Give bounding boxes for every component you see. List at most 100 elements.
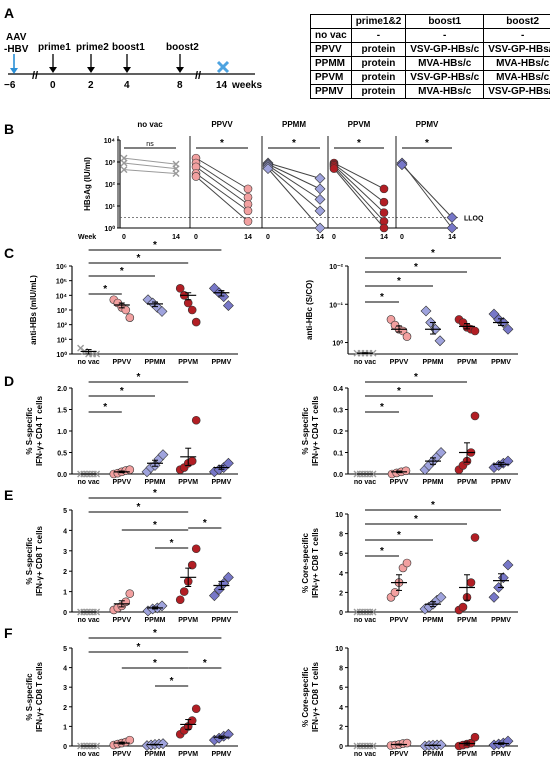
data-point bbox=[329, 164, 339, 173]
y-tick-label: 2 bbox=[63, 569, 67, 576]
panel-letter-f: F bbox=[4, 625, 13, 641]
table-cell: VSV-GP-HBs/c bbox=[483, 84, 550, 99]
x-tick-label: no vac bbox=[354, 359, 376, 366]
y-tick-label: 10⁻¹ bbox=[329, 302, 343, 309]
aav-label-1: AAV bbox=[6, 32, 27, 43]
data-point bbox=[314, 183, 326, 195]
data-point bbox=[402, 332, 412, 341]
x-tick-label: PPVM bbox=[457, 617, 477, 624]
significance-star: * bbox=[170, 676, 174, 687]
data-point bbox=[435, 447, 447, 458]
data-point bbox=[187, 716, 197, 725]
data-point bbox=[179, 587, 189, 596]
data-point bbox=[314, 193, 326, 205]
data-point bbox=[470, 326, 480, 336]
y-tick-label: 10³ bbox=[105, 160, 116, 167]
timepoint-boost2: boost2 8 bbox=[166, 42, 199, 91]
significance-star: * bbox=[153, 488, 157, 499]
x-tick-label: 14 bbox=[172, 234, 180, 241]
significance-star: * bbox=[153, 240, 157, 251]
x-tick-label: PPMV bbox=[491, 751, 511, 758]
data-point bbox=[187, 456, 197, 466]
significance-star: * bbox=[153, 520, 157, 531]
pair-line bbox=[123, 169, 177, 175]
x-tick-label: no vac bbox=[78, 359, 100, 366]
data-point bbox=[208, 590, 220, 602]
table-cell: PPVM bbox=[310, 70, 352, 85]
y-tick-label: 1.0 bbox=[57, 429, 67, 436]
x-tick-label: no vac bbox=[78, 479, 100, 486]
y-tick-label: 3 bbox=[63, 549, 67, 556]
y-tick-label: 1 bbox=[63, 590, 67, 597]
significance-star: * bbox=[380, 402, 384, 413]
x-tick-label: PPMM bbox=[423, 359, 444, 366]
y-tick-label: 0.0 bbox=[57, 472, 67, 479]
y-axis-label: % S-specificIFN-γ+ CD8 T cells bbox=[25, 661, 44, 732]
significance-star: * bbox=[414, 372, 418, 383]
pair-line bbox=[333, 168, 385, 229]
x-tick-label: 0 bbox=[332, 234, 336, 241]
table-cell: protein bbox=[350, 84, 407, 99]
y-tick-label: 6 bbox=[339, 551, 343, 558]
y-tick-label: 10⁴ bbox=[104, 138, 116, 145]
data-point bbox=[502, 455, 514, 467]
x-tick-label: PPMV bbox=[211, 479, 231, 486]
y-tick-label: 10² bbox=[105, 182, 116, 189]
x-tick-label: PPMV bbox=[211, 359, 231, 366]
data-point bbox=[458, 602, 468, 612]
data-point bbox=[314, 172, 326, 184]
significance-star: * bbox=[414, 262, 418, 273]
panel-c-anti-hbs: 10⁰ 10¹ 10² 10³ 10⁴ 10⁵ 10⁶ anti-HBs (mIU/mL) no… bbox=[29, 240, 238, 366]
significance-star: * bbox=[136, 253, 140, 264]
data-point bbox=[314, 205, 326, 217]
table-cell: no vac bbox=[310, 28, 352, 43]
y-axis-label: % S-specificIFN-γ+ CD4 T cells bbox=[301, 395, 320, 466]
data-point bbox=[187, 560, 197, 570]
x-tick-label: PPMM bbox=[145, 751, 166, 758]
y-tick-label: 4 bbox=[63, 666, 67, 673]
x-tick-label: PPVV bbox=[390, 359, 409, 366]
data-point bbox=[488, 591, 500, 603]
significance-star: * bbox=[397, 276, 401, 287]
boost2-label: boost2 bbox=[166, 42, 199, 53]
x-tick-label: PPMM bbox=[145, 359, 166, 366]
significance-star: * bbox=[203, 658, 207, 669]
x-tick-label: no vac bbox=[354, 751, 376, 758]
x-tick-label: PPVM bbox=[178, 479, 198, 486]
pair-line bbox=[267, 168, 321, 229]
group-title: PPMV bbox=[416, 120, 439, 129]
prime2-week: 2 bbox=[88, 80, 94, 91]
y-tick-label: 10⁰ bbox=[56, 351, 67, 359]
y-tick-label: 0 bbox=[63, 744, 67, 751]
y-tick-label: 2 bbox=[339, 590, 343, 597]
significance-star: * bbox=[397, 530, 401, 541]
x-tick-label: PPVV bbox=[390, 479, 409, 486]
x-tick-label: 14 bbox=[244, 234, 252, 241]
data-point bbox=[125, 735, 135, 745]
x-tick-label: PPMM bbox=[423, 751, 444, 758]
y-tick-label: 10 bbox=[335, 646, 343, 653]
group-title: PPVM bbox=[348, 120, 371, 129]
x-tick-label: no vac bbox=[78, 751, 100, 758]
timepoint-prime1: prime1 0 bbox=[38, 42, 71, 91]
pair-line bbox=[267, 162, 321, 179]
y-axis-label: % S-specificIFN-γ+ CD4 T cells bbox=[25, 395, 44, 466]
y-tick-label: 1 bbox=[63, 724, 67, 731]
panel-d-s-cd4: 0.0 0.5 1.0 1.5 2.0 % S-specificIFN-γ+ CD4 T … bbox=[25, 372, 238, 486]
boost1-label: boost1 bbox=[112, 42, 145, 53]
y-axis-label: % Core-specificIFN-γ+ CD8 T cells bbox=[301, 661, 320, 732]
table-header-cell: boost1 bbox=[405, 14, 485, 29]
significance-star: * bbox=[380, 292, 384, 303]
significance-star: * bbox=[431, 248, 435, 259]
significance-star: * bbox=[170, 538, 174, 549]
boost2-week: 8 bbox=[177, 80, 183, 91]
x-tick-label: no vac bbox=[354, 617, 376, 624]
data-point bbox=[175, 595, 185, 605]
y-axis-label: anti-HBc (S/CO) bbox=[305, 280, 314, 340]
pair-line bbox=[195, 166, 249, 205]
panel-d-core-cd4: 0.0 0.1 0.2 0.3 0.4 % S-specificIFN-γ+ CD4 T … bbox=[301, 372, 518, 486]
group-title: PPVV bbox=[211, 120, 233, 129]
significance-mark: ns bbox=[146, 141, 154, 148]
pair-line bbox=[267, 164, 321, 200]
significance-star: * bbox=[136, 642, 140, 653]
